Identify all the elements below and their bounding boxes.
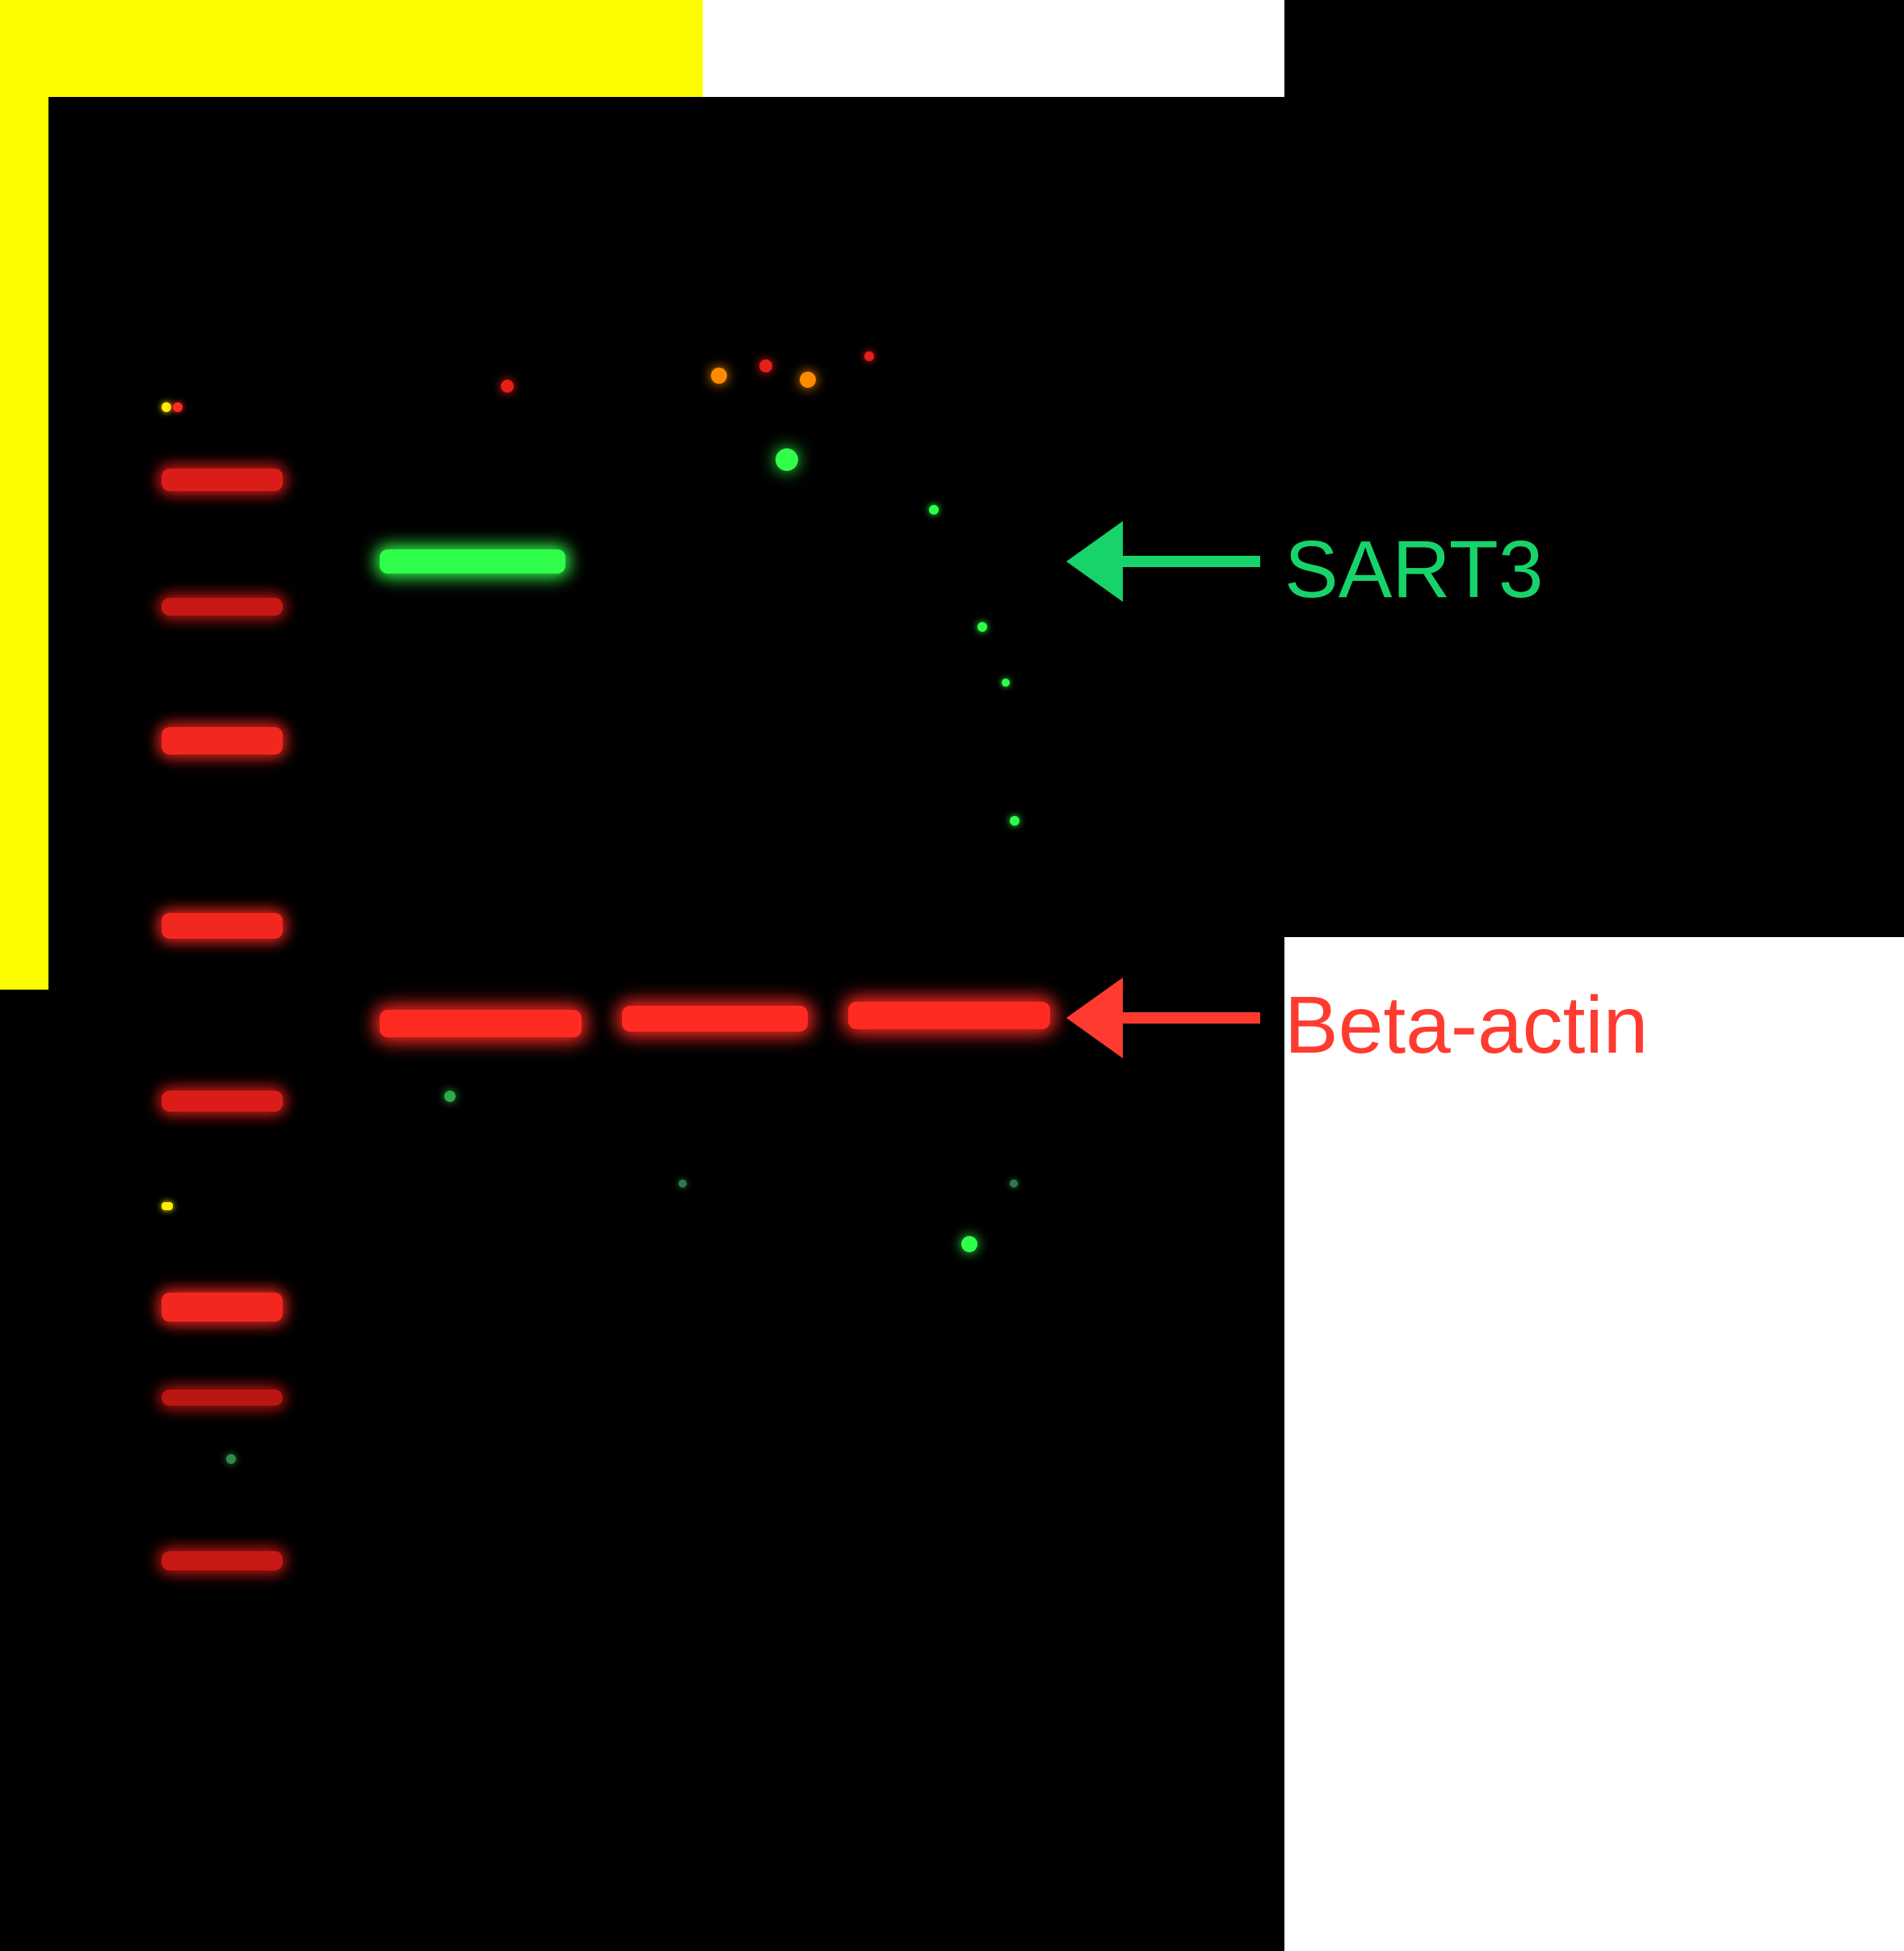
beta-actin-band (848, 1002, 1050, 1029)
speckle (800, 372, 816, 388)
ladder-band (162, 1390, 283, 1406)
bg-white-right-rect (1284, 937, 1904, 1951)
ladder-band (162, 1091, 283, 1112)
ladder-band (162, 1293, 283, 1322)
blot-area (48, 97, 1284, 1793)
ladder-band (162, 727, 283, 755)
bg-white-top-rect (703, 0, 1284, 97)
speckle (961, 1236, 977, 1252)
ladder-top-dot-left (162, 402, 171, 412)
ladder-mid-dot (162, 1202, 173, 1210)
speckle (679, 1179, 687, 1188)
ladder-band (162, 469, 283, 491)
speckle (929, 505, 939, 515)
speckle (759, 360, 772, 372)
speckle (977, 622, 987, 632)
speckle (711, 368, 727, 384)
speckle (775, 448, 798, 471)
speckle (864, 351, 874, 361)
speckle (501, 380, 514, 393)
beta-actin-band (622, 1006, 808, 1032)
ladder-top-dot-right (173, 402, 183, 412)
speckle (1010, 816, 1019, 826)
speckle (444, 1091, 456, 1102)
sart3-band (380, 549, 565, 574)
ladder-band (162, 1551, 283, 1570)
speckle (1010, 1179, 1018, 1188)
ladder-band (162, 598, 283, 616)
ladder-band (162, 913, 283, 939)
beta-actin-label: Beta-actin (1284, 979, 1648, 1072)
beta-actin-band (380, 1010, 582, 1037)
speckle (226, 1454, 236, 1464)
speckle (1002, 679, 1010, 687)
sart3-label: SART3 (1284, 523, 1544, 616)
